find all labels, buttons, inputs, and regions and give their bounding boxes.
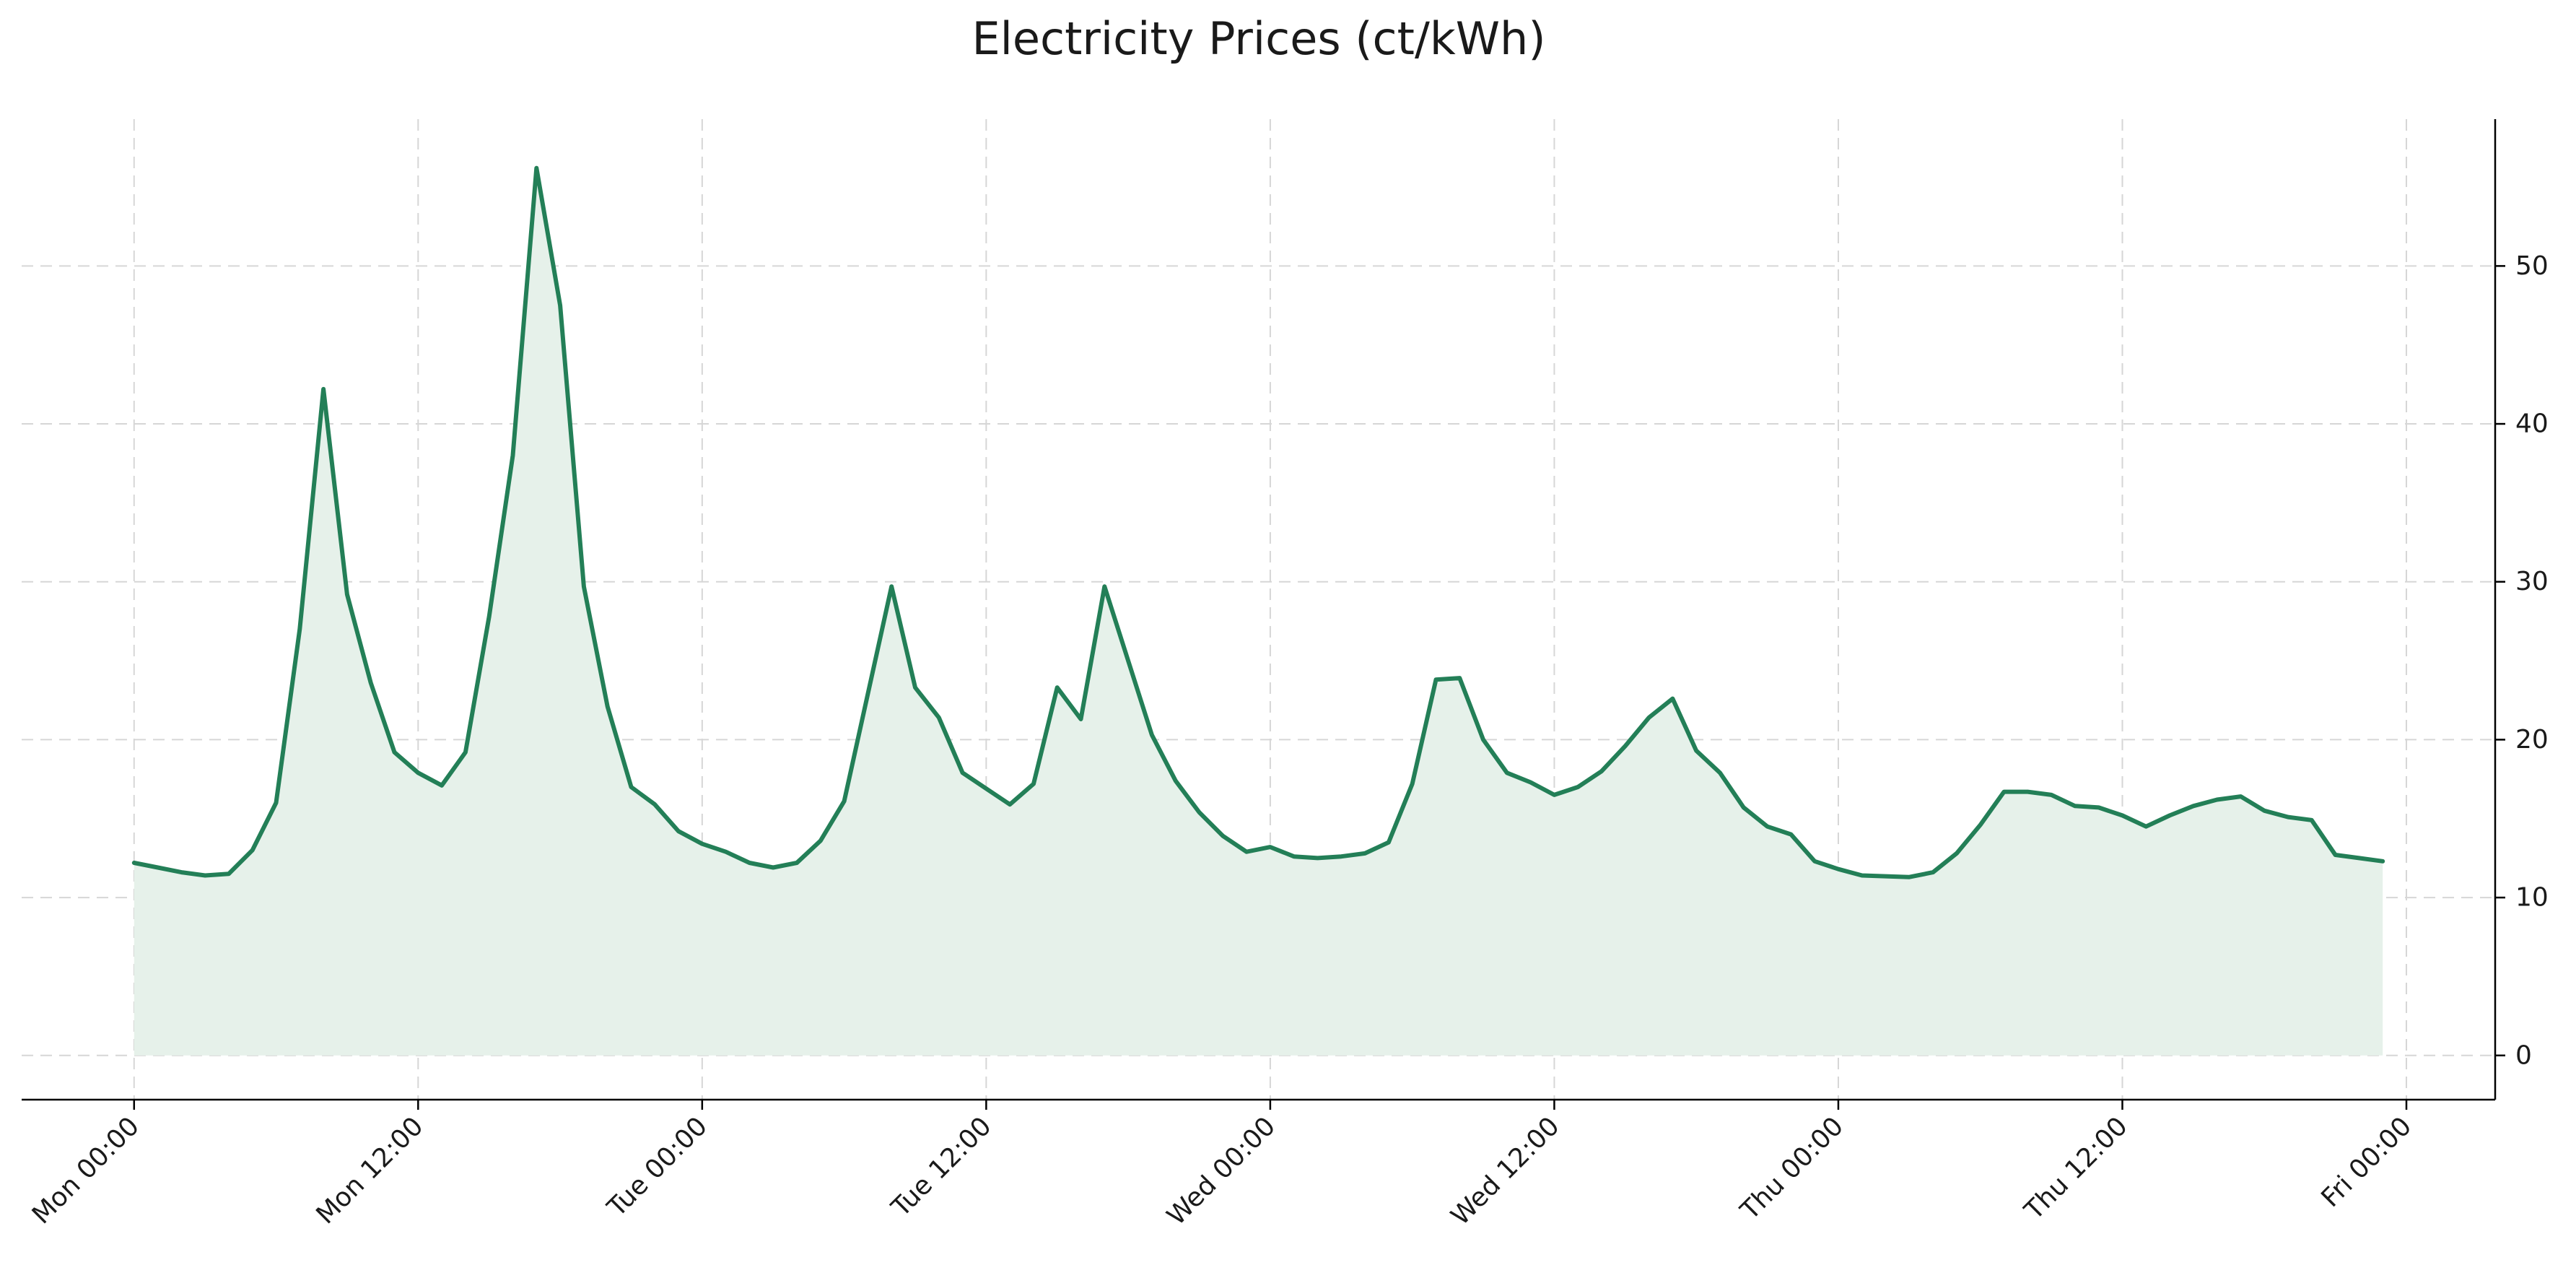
y-tick-label: 40 bbox=[2515, 409, 2549, 439]
y-tick-label: 0 bbox=[2515, 1040, 2532, 1070]
x-tick-label: Thu 12:00 bbox=[2019, 1111, 2134, 1226]
x-tick-label: Mon 00:00 bbox=[27, 1111, 145, 1230]
x-tick-label: Fri 00:00 bbox=[2316, 1111, 2418, 1213]
axes: Mon 00:00 Mon 12:00 Tue 00:00 Tue 12:00 Wed … bbox=[22, 119, 2549, 1231]
x-tick-label: Thu 00:00 bbox=[1734, 1111, 1849, 1226]
x-tick-label: Tue 12:00 bbox=[886, 1111, 997, 1223]
x-tick-label: Mon 12:00 bbox=[310, 1111, 429, 1230]
y-tick-label: 10 bbox=[2515, 883, 2549, 913]
y-tick-label: 30 bbox=[2515, 567, 2549, 596]
series-area bbox=[134, 168, 2383, 1056]
series-layer bbox=[131, 165, 2385, 1056]
series-line bbox=[131, 165, 2385, 879]
x-tick-label: Wed 00:00 bbox=[1161, 1111, 1281, 1231]
y-tick-label: 20 bbox=[2515, 725, 2549, 755]
y-tick-label: 50 bbox=[2515, 251, 2549, 281]
x-tick-label: Tue 00:00 bbox=[601, 1111, 713, 1223]
x-tick-label: Wed 12:00 bbox=[1446, 1111, 1566, 1231]
chart-title: Electricity Prices (ct/kWh) bbox=[972, 12, 1545, 65]
